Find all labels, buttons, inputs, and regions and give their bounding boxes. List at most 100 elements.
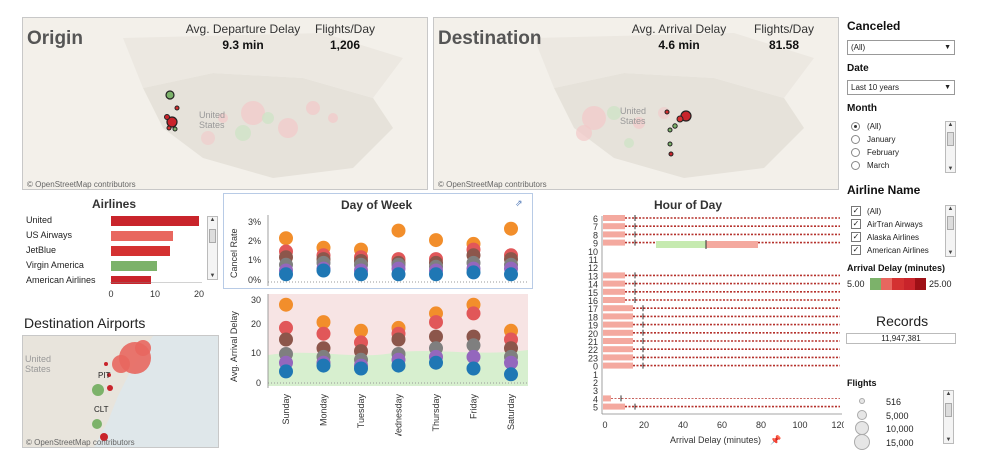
color-ramp-swatch [881,278,893,290]
cancel-rate-point[interactable] [429,267,443,282]
origin-kpi1-value: 9.3 min [222,38,264,52]
arrival-delay-point[interactable] [429,329,443,344]
arrival-delay-point[interactable] [429,355,443,370]
cancel-rate-point[interactable] [466,265,481,280]
origin-map[interactable]: United States [23,18,427,189]
color-ramp-swatch [903,278,915,290]
airline-row[interactable]: Virgin America [22,259,222,273]
month-radio-option[interactable]: February [851,148,899,157]
arrival-delay-point[interactable] [279,320,293,335]
arrival-delay-point[interactable] [316,358,331,373]
origin-panel: United States Origin Avg. Departure Dela… [22,17,428,190]
arrival-delay-point[interactable] [279,297,293,312]
radio-button[interactable] [851,161,860,170]
radio-button[interactable] [851,148,860,157]
arrival-delay-point[interactable] [354,323,368,338]
cancel-rate-point[interactable] [354,267,368,282]
day-label: Sunday [281,394,291,425]
airlines-chart: United US Airways JetBlue Virgin America Ame… [22,214,222,284]
hour-density [603,354,633,361]
airlines-scrollbar[interactable]: ▲ ▼ [207,216,218,280]
hour-label: 20 [588,329,598,339]
arrival-delay-point[interactable] [391,358,406,373]
airline-bar [111,276,151,284]
origin-kpi2-value: 1,206 [329,38,361,52]
arrival-delay-point[interactable] [504,367,518,382]
hour-x-tick: 60 [717,420,727,430]
popout-icon[interactable]: ⇗ [515,198,523,208]
date-select[interactable]: Last 10 years ▼ [847,80,955,95]
airline-row[interactable]: JetBlue [22,244,222,258]
flights-legend-title: Flights [847,378,877,388]
hour-density [603,223,625,230]
day-label: Thursday [431,394,441,432]
airline-checkbox-option[interactable]: ✓ (All) [851,206,881,216]
cancel-rate-point[interactable] [279,231,293,246]
flight-size-marker [854,433,870,450]
arrival-delay-point[interactable] [391,332,406,347]
cancel-rate-point[interactable] [279,267,293,282]
arrival-delay-point[interactable] [354,361,368,376]
airline-label: American Airlines [26,275,96,284]
hour-label: 10 [588,247,598,257]
arrival-delay-point[interactable] [316,326,331,341]
cancel-rate-point[interactable] [429,233,443,248]
day-label: Monday [319,394,329,427]
airline-row[interactable]: US Airways [22,229,222,243]
airline-checkbox-option[interactable]: ✓ Alaska Airlines [851,232,919,242]
checkbox[interactable]: ✓ [851,245,861,255]
hour-density [603,288,625,295]
airline-bar [111,216,199,226]
arrival-delay-point[interactable] [466,349,481,364]
pin-icon[interactable]: 📌 [770,434,781,445]
hour-density [603,297,625,303]
month-radio-option[interactable]: January [851,135,895,144]
airline-row[interactable]: American Airlines [22,274,222,284]
origin-kpi2-label: Flights/Day [314,22,376,36]
day-of-week-panel [223,193,533,289]
airline-name-scrollbar[interactable]: ▲ ▼ [945,205,956,257]
checkbox[interactable]: ✓ [851,232,861,242]
hour-x-tick: 80 [756,420,766,430]
flight-size-marker [857,409,867,420]
airline-bar [111,246,171,256]
arrival-delay-point[interactable] [466,361,481,376]
destination-kpi2-label: Flights/Day [753,22,815,36]
cancel-rate-point[interactable] [391,267,406,282]
arrival-delay-point[interactable] [279,332,293,347]
airline-checkbox-option[interactable]: ✓ American Airlines [851,245,929,255]
destination-title: Destination [438,28,542,49]
flights-scrollbar[interactable]: ▲ ▼ [943,390,954,444]
cancel-rate-point[interactable] [391,223,406,238]
arrival-delay-point[interactable] [316,315,331,330]
airline-checkbox-option[interactable]: ✓ AirTran Airways [851,219,923,229]
month-radio-option[interactable]: (All) [851,122,881,131]
hour-label: 16 [588,296,598,306]
canceled-select[interactable]: (All) ▼ [847,40,955,55]
radio-button[interactable] [851,122,860,131]
cancel-rate-point[interactable] [504,267,518,282]
arrival-delay-point[interactable] [504,355,518,370]
hour-density [603,313,633,320]
hour-label: 1 [593,370,598,380]
destination-map-graphic [534,33,814,178]
month-radio-option[interactable]: March [851,161,889,170]
delay-tick-20: 20 [251,319,261,329]
radio-button[interactable] [851,135,860,144]
airline-row[interactable]: United [22,214,222,228]
dest-airports-map[interactable]: PIT CLT United States © OpenStreetMap co… [22,335,219,448]
month-scrollbar[interactable]: ▲ ▼ [945,121,956,173]
checkbox[interactable]: ✓ [851,219,861,229]
arrival-delay-point[interactable] [429,315,443,330]
dest-airports-label-pit: PIT [98,371,111,380]
checkbox[interactable]: ✓ [851,206,861,216]
arrival-delay-point[interactable] [279,364,293,379]
cancel-rate-point[interactable] [316,263,331,278]
destination-map[interactable]: United States [434,18,838,189]
day-label: Wednesday [394,394,404,436]
arrival-delay-point[interactable] [466,338,481,353]
cancel-rate-point[interactable] [504,221,518,236]
airlines-x-axis: 0 10 20 [108,282,204,299]
arrival-delay-point[interactable] [466,306,481,321]
